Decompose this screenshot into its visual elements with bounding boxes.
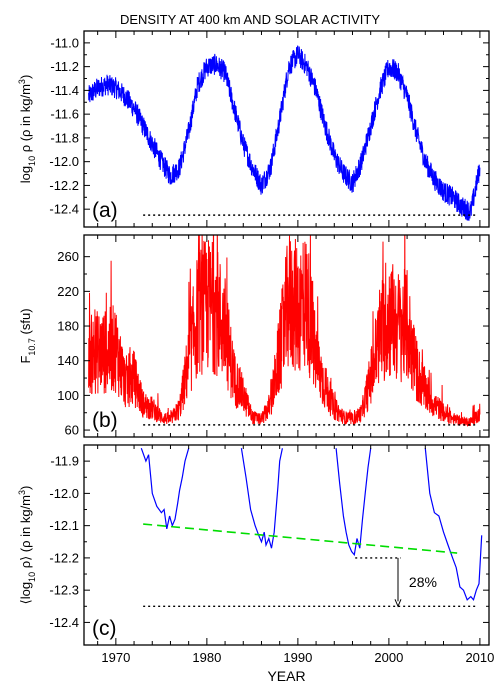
plot-area xyxy=(140,447,483,608)
y-axis-label-part: ⟨log xyxy=(18,582,33,604)
x-tick-label: 1980 xyxy=(192,650,221,665)
x-tick-label: 2010 xyxy=(465,650,494,665)
arrow-head xyxy=(394,599,402,608)
y-axis-label-part: F xyxy=(18,356,33,364)
y-axis-label: ⟨log10 ρ⟩ (ρ in kg/m3) xyxy=(17,486,37,605)
y-tick-label: -11.0 xyxy=(50,35,79,50)
series-line xyxy=(88,235,481,427)
annotation-label: 28% xyxy=(409,574,437,590)
trend-line xyxy=(143,523,458,554)
y-tick-label: -12.2 xyxy=(49,550,79,565)
x-tick-label: 1990 xyxy=(283,650,312,665)
panel-label: (b) xyxy=(92,409,118,432)
panel-frame xyxy=(83,444,490,646)
y-axis-label-part: log xyxy=(18,166,33,183)
y-tick-label: 100 xyxy=(57,388,79,403)
y-axis-label-part: ρ (ρ in kg/m xyxy=(18,84,33,156)
y-tick-label: 260 xyxy=(57,249,79,264)
y-axis-label-part: 10 xyxy=(27,572,37,582)
panel-label: (a) xyxy=(92,199,118,222)
y-tick-label: -12.0 xyxy=(49,154,79,169)
panel-frame xyxy=(83,30,490,228)
y-axis-label-part: ρ⟩ (ρ in kg/m xyxy=(18,495,33,572)
y-tick-label: -11.9 xyxy=(50,454,79,469)
panel-a: -12.4 -12.2 -12.0 -11.8 -11.6 -11.4 -11.2 -11.0… xyxy=(17,30,490,228)
y-axis-label-part: ) xyxy=(18,486,33,490)
x-tick-label: 2000 xyxy=(374,650,403,665)
plot-area xyxy=(88,235,481,427)
series-segment xyxy=(240,448,283,549)
y-tick-label: -12.0 xyxy=(49,486,79,501)
plot-area xyxy=(88,45,481,221)
x-tick-label: 1970 xyxy=(101,650,130,665)
panel-frame xyxy=(83,234,490,438)
series-line xyxy=(88,45,481,221)
y-tick-label: -12.2 xyxy=(49,178,79,193)
y-tick-label: 220 xyxy=(57,284,79,299)
y-tick-label: 180 xyxy=(57,319,79,334)
figure-title: DENSITY AT 400 km AND SOLAR ACTIVITY xyxy=(119,12,381,27)
y-axis-label-part: 10.7 xyxy=(27,338,37,356)
series-segment xyxy=(424,448,483,602)
y-tick-label: -11.6 xyxy=(50,107,79,122)
y-tick-label: -11.4 xyxy=(50,83,79,98)
y-axis-label-part: 3 xyxy=(17,79,27,84)
y-tick-label: 60 xyxy=(65,423,79,438)
panel-c: 28% -12.4 -12.3 -12.2 -12.1 -12.0 -11.9 1970 198… xyxy=(17,444,494,665)
y-axis-label-part: (sfu) xyxy=(18,308,33,338)
y-axis-label-part: 10 xyxy=(27,156,37,166)
series-segment xyxy=(335,448,372,557)
y-tick-label: -11.2 xyxy=(50,59,79,74)
x-axis-title: YEAR xyxy=(267,668,305,684)
y-axis-label: F10.7 (sfu) xyxy=(18,308,37,363)
y-tick-label: -12.1 xyxy=(49,518,79,533)
y-tick-label: -11.8 xyxy=(50,130,79,145)
y-axis-label: log10 ρ (ρ in kg/m3) xyxy=(17,75,37,184)
y-axis-label-part: ) xyxy=(18,75,33,79)
y-axis-label-part: 3 xyxy=(17,490,27,495)
y-tick-label: -12.4 xyxy=(49,615,79,630)
panel-label: (c) xyxy=(92,617,117,640)
y-tick-label: -12.4 xyxy=(49,202,79,217)
y-tick-label: -12.3 xyxy=(49,583,79,598)
panel-b: 60 100 140 180 220 260 (b) F10.7 (sfu) xyxy=(18,234,490,438)
y-tick-label: 140 xyxy=(57,353,79,368)
series-segment xyxy=(140,447,190,530)
